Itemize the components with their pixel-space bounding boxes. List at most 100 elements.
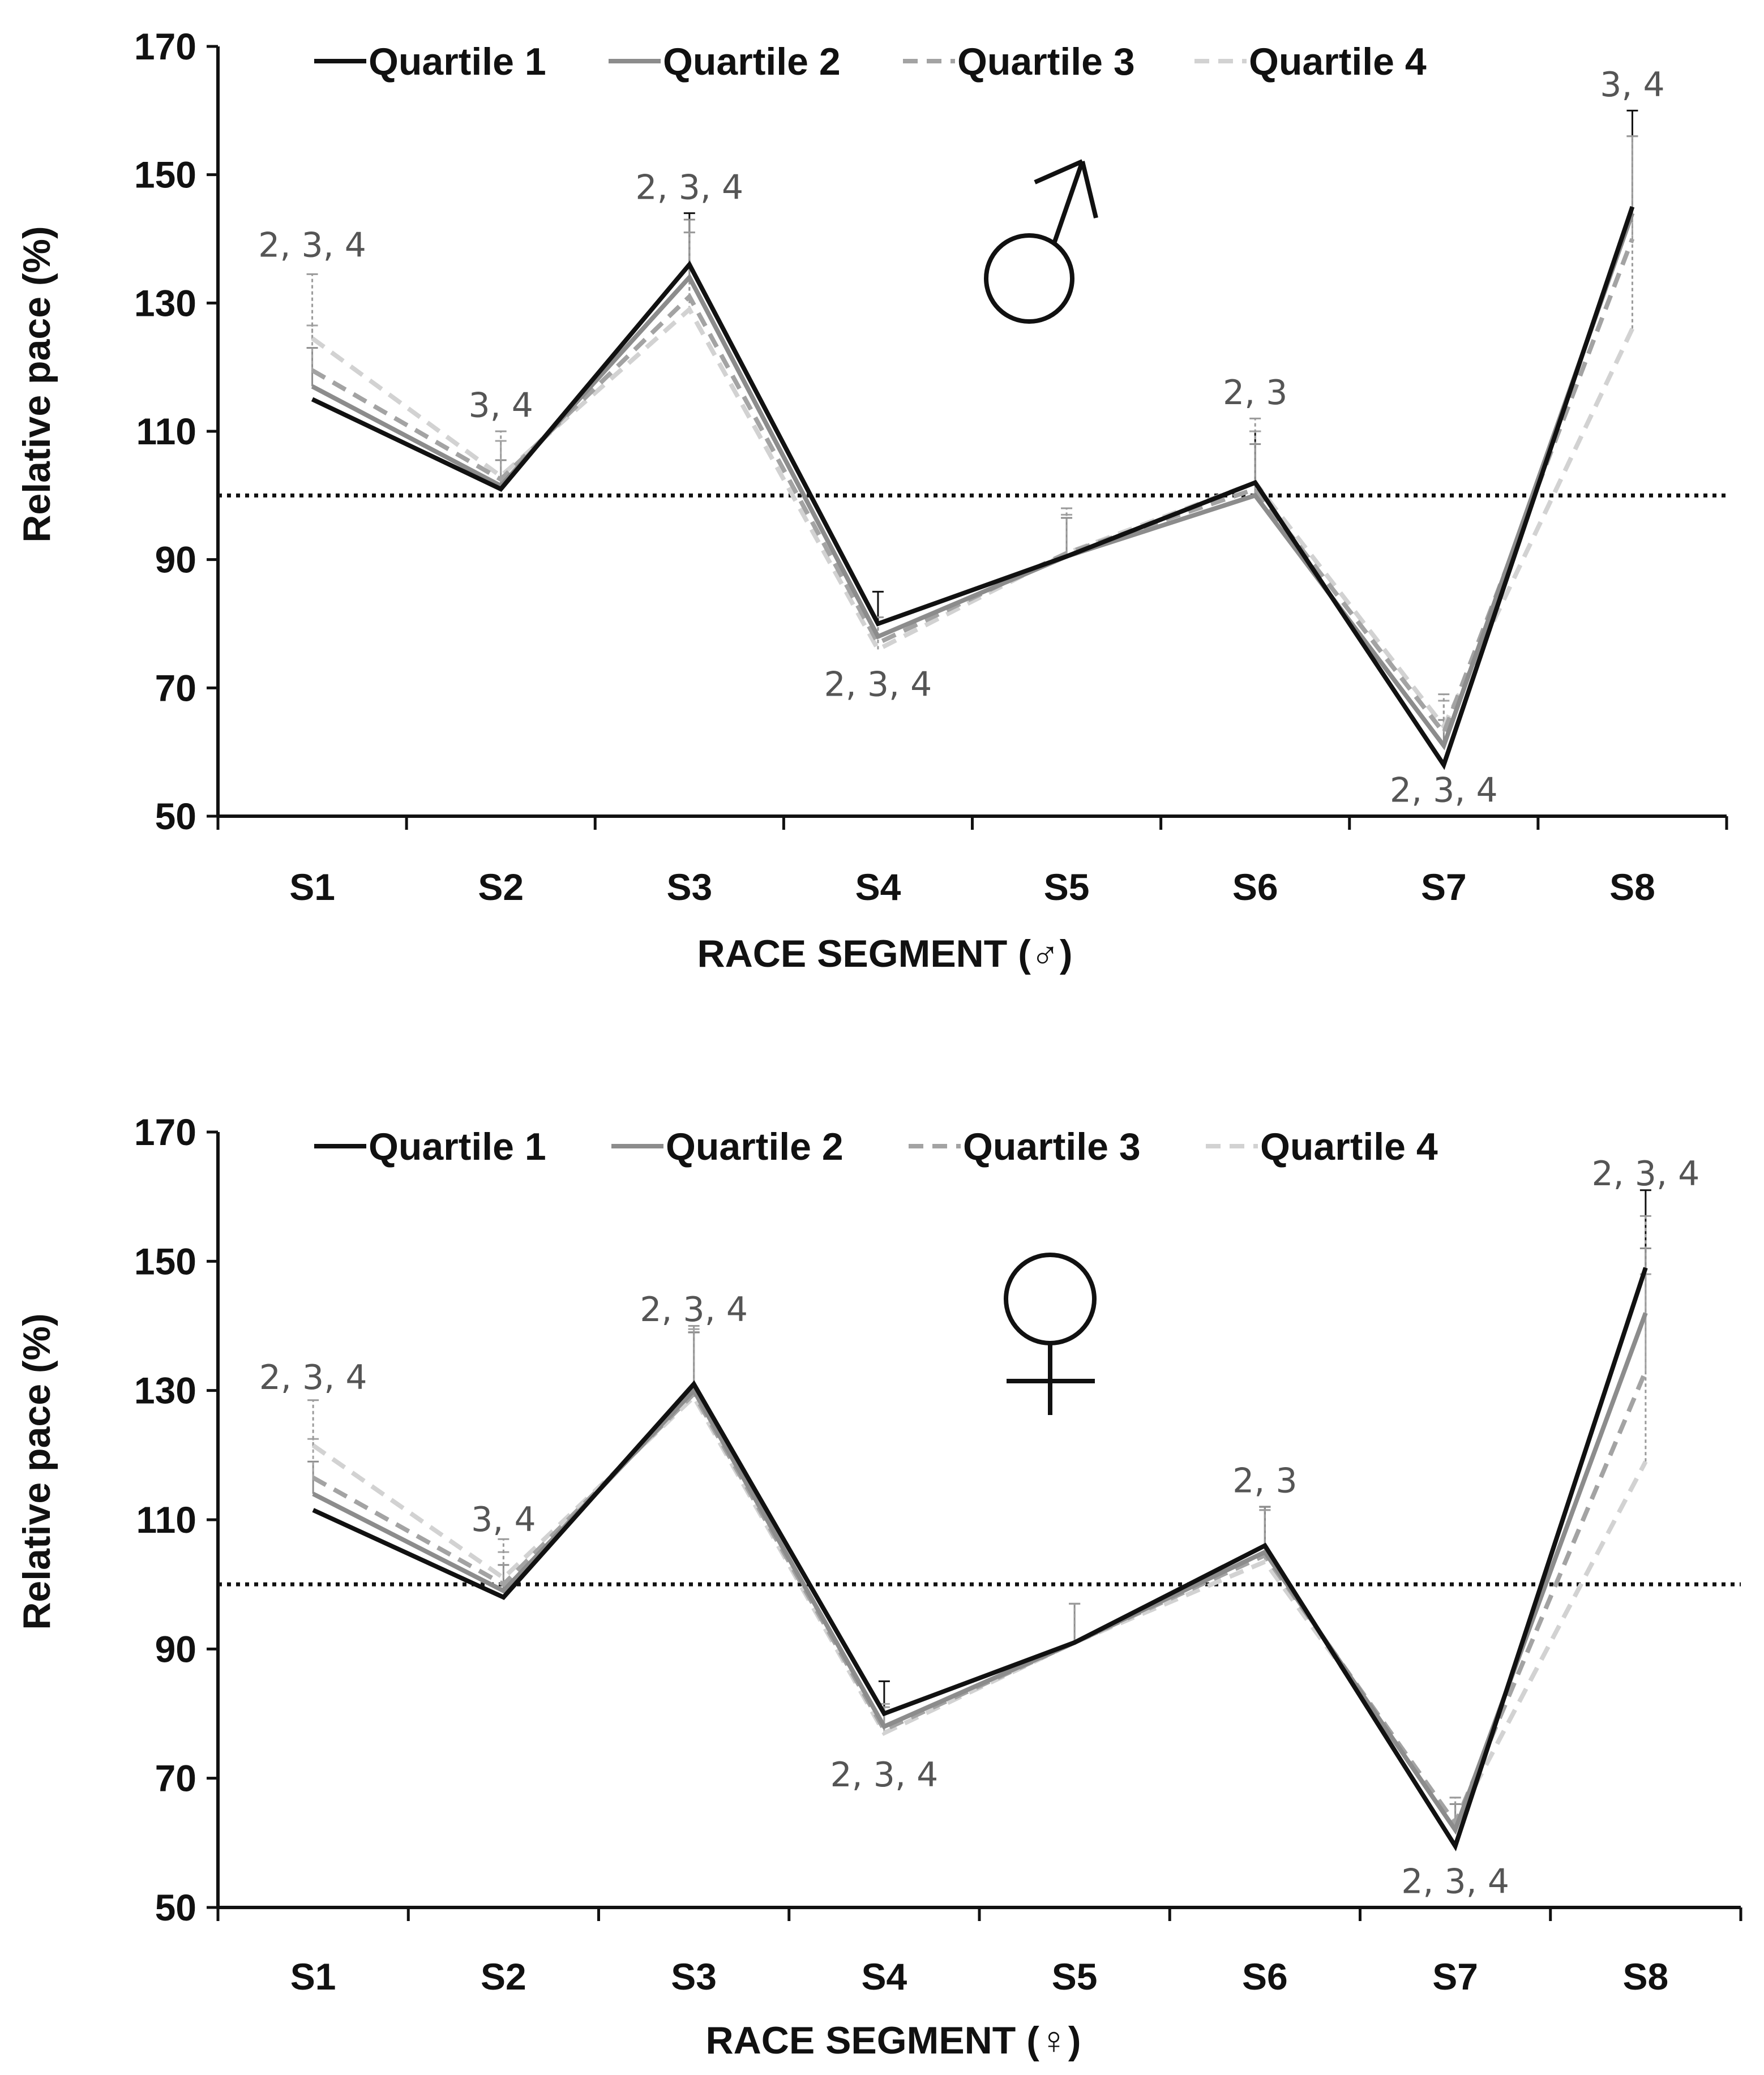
y-tick-label: 110 xyxy=(136,1499,196,1541)
error-bar xyxy=(495,430,507,477)
y-tick-label: 50 xyxy=(155,1887,196,1928)
x-axis-title: RACE SEGMENT (♂) xyxy=(697,932,1073,975)
significance-annotation: 2, 3, 4 xyxy=(824,665,932,705)
error-bar xyxy=(872,590,884,624)
x-tick-label: S8 xyxy=(1609,866,1655,908)
x-tick-label: S1 xyxy=(290,1956,336,1997)
significance-annotation: 2, 3 xyxy=(1223,373,1288,413)
significance-annotation: 3, 4 xyxy=(1600,65,1665,105)
significance-annotation: 2, 3, 4 xyxy=(640,1290,748,1330)
legend: Quartile 1 Quartile 2 Quartile 3 Quartile 4 xyxy=(314,40,1427,83)
x-tick-label: S2 xyxy=(481,1956,526,1997)
error-bars xyxy=(306,109,1638,746)
x-tick-label: S6 xyxy=(1232,866,1278,908)
y-tick-label: 70 xyxy=(155,1757,196,1799)
legend-label: Quartile 1 xyxy=(369,40,546,83)
significance-annotations: 2, 3, 4 3, 4 2, 3, 4 2, 3, 4 2, 3 2, 3, 4 3, 4 xyxy=(258,65,1665,811)
legend-item: Quartile 4 xyxy=(1206,1125,1438,1168)
y-tick-label: 50 xyxy=(155,795,196,837)
y-axis-ticks: 50 70 90 110 130 150 170 xyxy=(134,1111,218,1928)
x-tick-label: S5 xyxy=(1044,866,1090,908)
error-bar xyxy=(1626,135,1638,329)
axes xyxy=(216,1132,1741,1909)
x-tick-label: S2 xyxy=(478,866,524,908)
legend-label: Quartile 3 xyxy=(957,40,1135,83)
legend-item: Quartile 4 xyxy=(1194,40,1427,83)
series-line-quartile-3 xyxy=(311,238,1635,738)
chart-panel-female: 50 70 90 110 130 150 170 S1 S2 S3 S4 S5 S6 S7 S8 2, 3… xyxy=(15,1111,1742,2062)
significance-annotation: 2, 3, 4 xyxy=(1401,1862,1509,1901)
legend-item: Quartile 2 xyxy=(609,40,841,83)
significance-annotation: 2, 3, 4 xyxy=(259,1358,367,1397)
x-tick-label: S1 xyxy=(289,866,335,908)
series-line-quartile-2 xyxy=(312,1312,1648,1835)
legend-item: Quartile 1 xyxy=(314,1125,546,1168)
x-tick-label: S7 xyxy=(1421,866,1467,908)
x-axis-ticks: S1 S2 S3 S4 S5 S6 S7 S8 xyxy=(216,816,1728,908)
legend-label: Quartile 4 xyxy=(1260,1125,1438,1168)
y-tick-label: 130 xyxy=(134,1370,196,1412)
x-tick-label: S7 xyxy=(1432,1956,1478,1997)
y-tick-label: 110 xyxy=(136,410,196,452)
x-tick-label: S3 xyxy=(666,866,712,908)
legend-item: Quartile 3 xyxy=(903,40,1135,83)
error-bar xyxy=(1438,693,1450,727)
x-tick-label: S4 xyxy=(855,866,901,908)
significance-annotation: 3, 4 xyxy=(471,1500,536,1540)
legend-item: Quartile 1 xyxy=(314,40,546,83)
error-bar xyxy=(1639,1215,1651,1462)
error-bar xyxy=(1249,417,1261,483)
y-tick-label: 170 xyxy=(134,25,196,67)
error-bar xyxy=(688,1325,700,1397)
legend-label: Quartile 3 xyxy=(963,1125,1141,1168)
error-bar xyxy=(307,1399,319,1446)
legend-label: Quartile 2 xyxy=(663,40,841,83)
legend-label: Quartile 2 xyxy=(666,1125,844,1168)
significance-annotation: 2, 3 xyxy=(1232,1461,1298,1501)
legend: Quartile 1 Quartile 2 Quartile 3 Quartile 4 xyxy=(314,1125,1438,1168)
y-tick-label: 170 xyxy=(134,1111,196,1153)
series-line-quartile-4 xyxy=(311,1393,1648,1828)
x-tick-label: S3 xyxy=(671,1956,717,1997)
significance-annotation: 3, 4 xyxy=(468,386,533,426)
series-line-quartile-3 xyxy=(312,1370,1648,1828)
x-tick-label: S6 xyxy=(1242,1956,1288,1997)
legend-label: Quartile 1 xyxy=(369,1125,546,1168)
legend-label: Quartile 4 xyxy=(1249,40,1427,83)
error-bar xyxy=(1449,1797,1461,1824)
y-tick-label: 130 xyxy=(134,282,196,324)
y-tick-label: 90 xyxy=(155,1628,196,1670)
y-axis-title: Relative pace (%) xyxy=(15,1313,58,1630)
male-symbol-icon xyxy=(984,159,1098,324)
series-line-quartile-1 xyxy=(311,206,1635,770)
chart-panel-male: 50 70 90 110 130 150 170 S1 S2 S3 S4 S5 S6 S7 S8 2, 3… xyxy=(15,25,1728,975)
y-axis-ticks: 50 70 90 110 130 150 170 xyxy=(134,25,218,837)
legend-item: Quartile 2 xyxy=(611,1125,844,1168)
series-lines xyxy=(311,206,1635,770)
significance-annotation: 2, 3, 4 xyxy=(830,1755,938,1795)
x-tick-label: S5 xyxy=(1052,1956,1098,1997)
significance-annotations: 2, 3, 4 3, 4 2, 3, 4 2, 3, 4 2, 3 2, 3, 4 2, 3… xyxy=(259,1154,1700,1901)
x-tick-label: S4 xyxy=(862,1956,907,1997)
y-tick-label: 150 xyxy=(134,154,196,196)
error-bar xyxy=(688,1328,700,1394)
significance-annotation: 2, 3, 4 xyxy=(258,225,366,265)
significance-annotation: 2, 3, 4 xyxy=(635,168,743,207)
y-tick-label: 70 xyxy=(155,667,196,709)
series-line-quartile-1 xyxy=(312,1267,1648,1851)
significance-annotation: 2, 3, 4 xyxy=(1390,771,1498,811)
error-bar xyxy=(1069,1602,1081,1643)
axes xyxy=(216,46,1727,818)
significance-annotation: 2, 3, 4 xyxy=(1591,1154,1699,1194)
error-bar xyxy=(498,1538,509,1578)
series-line-quartile-4 xyxy=(311,306,1635,731)
y-axis-title: Relative pace (%) xyxy=(15,226,58,542)
legend-item: Quartile 3 xyxy=(909,1125,1141,1168)
y-tick-label: 150 xyxy=(134,1240,196,1282)
x-axis-ticks: S1 S2 S3 S4 S5 S6 S7 S8 xyxy=(216,1907,1742,1997)
series-lines xyxy=(311,1267,1648,1851)
x-tick-label: S8 xyxy=(1623,1956,1669,1997)
error-bar xyxy=(306,273,318,338)
y-tick-label: 90 xyxy=(155,539,196,581)
